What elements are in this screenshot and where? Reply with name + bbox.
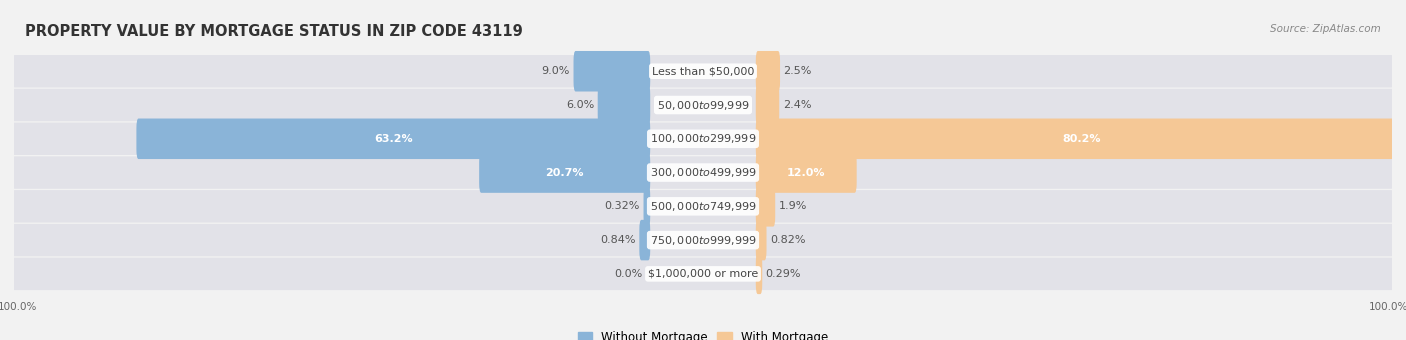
Text: 9.0%: 9.0% xyxy=(541,66,569,76)
Text: 0.0%: 0.0% xyxy=(614,269,643,279)
FancyBboxPatch shape xyxy=(756,85,779,125)
FancyBboxPatch shape xyxy=(14,190,1392,223)
Text: 0.29%: 0.29% xyxy=(766,269,801,279)
FancyBboxPatch shape xyxy=(574,51,650,91)
Text: 80.2%: 80.2% xyxy=(1062,134,1101,144)
Text: 0.32%: 0.32% xyxy=(605,201,640,211)
FancyBboxPatch shape xyxy=(14,55,1392,87)
Text: 20.7%: 20.7% xyxy=(546,168,583,177)
Text: Source: ZipAtlas.com: Source: ZipAtlas.com xyxy=(1270,24,1381,34)
Legend: Without Mortgage, With Mortgage: Without Mortgage, With Mortgage xyxy=(574,326,832,340)
Text: $300,000 to $499,999: $300,000 to $499,999 xyxy=(650,166,756,179)
FancyBboxPatch shape xyxy=(756,220,766,260)
Text: 2.5%: 2.5% xyxy=(783,66,811,76)
FancyBboxPatch shape xyxy=(14,258,1392,290)
Text: 0.84%: 0.84% xyxy=(600,235,636,245)
FancyBboxPatch shape xyxy=(756,186,775,226)
FancyBboxPatch shape xyxy=(756,254,762,294)
Text: 63.2%: 63.2% xyxy=(374,134,412,144)
FancyBboxPatch shape xyxy=(14,224,1392,256)
Text: $750,000 to $999,999: $750,000 to $999,999 xyxy=(650,234,756,246)
Text: PROPERTY VALUE BY MORTGAGE STATUS IN ZIP CODE 43119: PROPERTY VALUE BY MORTGAGE STATUS IN ZIP… xyxy=(25,24,523,39)
FancyBboxPatch shape xyxy=(14,89,1392,121)
Text: 12.0%: 12.0% xyxy=(787,168,825,177)
Text: 1.9%: 1.9% xyxy=(779,201,807,211)
FancyBboxPatch shape xyxy=(644,186,650,226)
FancyBboxPatch shape xyxy=(756,119,1406,159)
FancyBboxPatch shape xyxy=(756,152,856,193)
Text: Less than $50,000: Less than $50,000 xyxy=(652,66,754,76)
FancyBboxPatch shape xyxy=(14,156,1392,189)
Text: 6.0%: 6.0% xyxy=(567,100,595,110)
FancyBboxPatch shape xyxy=(640,220,650,260)
FancyBboxPatch shape xyxy=(598,85,650,125)
Text: $100,000 to $299,999: $100,000 to $299,999 xyxy=(650,132,756,145)
Text: $1,000,000 or more: $1,000,000 or more xyxy=(648,269,758,279)
Text: 2.4%: 2.4% xyxy=(783,100,811,110)
Text: $500,000 to $749,999: $500,000 to $749,999 xyxy=(650,200,756,213)
FancyBboxPatch shape xyxy=(136,119,650,159)
FancyBboxPatch shape xyxy=(756,51,780,91)
FancyBboxPatch shape xyxy=(479,152,650,193)
FancyBboxPatch shape xyxy=(14,123,1392,155)
Text: $50,000 to $99,999: $50,000 to $99,999 xyxy=(657,99,749,112)
Text: 0.82%: 0.82% xyxy=(770,235,806,245)
